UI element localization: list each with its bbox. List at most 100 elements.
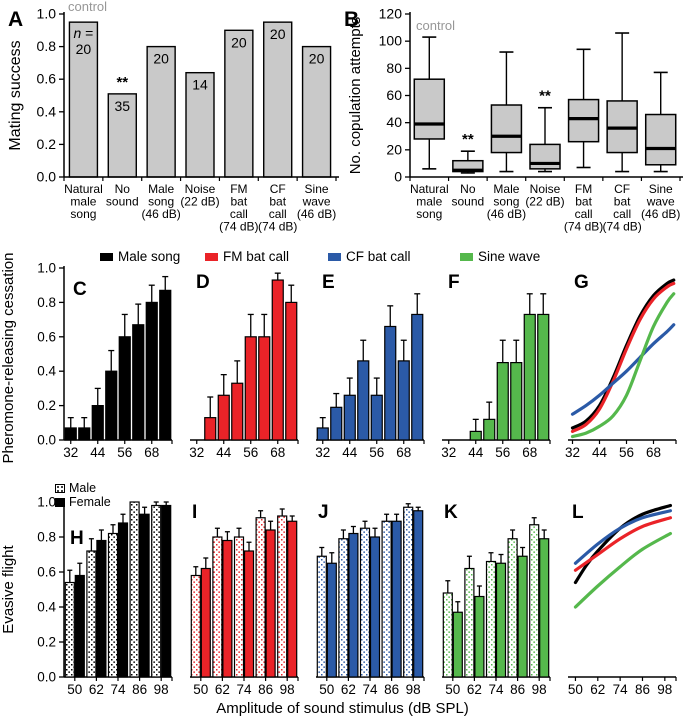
svg-text:56: 56: [495, 445, 510, 460]
svg-text:20: 20: [386, 141, 402, 157]
svg-text:0.0: 0.0: [37, 433, 56, 448]
svg-text:I: I: [192, 502, 197, 523]
svg-text:control: control: [68, 0, 107, 14]
svg-text:74: 74: [488, 682, 504, 697]
svg-text:50: 50: [445, 682, 460, 697]
sex-legend-row-male: Male: [55, 482, 111, 495]
svg-text:20: 20: [76, 41, 92, 57]
svg-text:(74 dB): (74 dB): [258, 220, 297, 234]
legend-item-label: Male song: [118, 249, 181, 264]
svg-text:32: 32: [189, 445, 204, 460]
svg-text:bat: bat: [231, 195, 248, 209]
svg-text:56: 56: [243, 445, 258, 460]
svg-text:14: 14: [192, 77, 208, 93]
legend-item-label: CF bat call: [346, 249, 411, 264]
svg-text:**: **: [116, 74, 128, 91]
panel-f: 32 44 56 68 F: [441, 272, 551, 460]
svg-text:50: 50: [319, 682, 334, 697]
svg-text:CF: CF: [614, 182, 630, 196]
panel-i: 50 62 74 86 98 I: [190, 502, 299, 697]
svg-text:n =: n =: [73, 25, 93, 41]
legend-item-cf-bat-call: CF bat call: [328, 249, 411, 264]
svg-text:(74 dB): (74 dB): [564, 220, 603, 234]
male-pattern-chip: [55, 484, 65, 493]
svg-text:86: 86: [258, 682, 273, 697]
svg-text:(74 dB): (74 dB): [602, 220, 641, 234]
svg-text:20: 20: [153, 51, 169, 67]
svg-text:1.0: 1.0: [37, 495, 56, 510]
svg-text:44: 44: [468, 445, 484, 460]
legend-item-fm-bat-call: FM bat call: [205, 249, 289, 264]
svg-text:86: 86: [635, 682, 650, 697]
panel-b: 0 20 40 60 80 100 120 B control No. copulation at…: [344, 6, 683, 234]
svg-text:song: song: [416, 207, 442, 221]
svg-text:Sine: Sine: [305, 182, 329, 196]
legend-item-label: Sine wave: [478, 249, 541, 264]
svg-text:Natural: Natural: [410, 182, 449, 196]
svg-text:(46 dB): (46 dB): [141, 207, 180, 221]
svg-text:(46 dB): (46 dB): [641, 207, 680, 221]
svg-text:98: 98: [406, 682, 421, 697]
sex-legend-label: Female: [69, 495, 111, 509]
svg-text:44: 44: [90, 445, 106, 460]
svg-text:86: 86: [510, 682, 525, 697]
svg-text:32: 32: [565, 445, 580, 460]
svg-text:bat: bat: [269, 195, 286, 209]
legend-color-chip: [460, 252, 473, 261]
legend-item-label: FM bat call: [223, 249, 290, 264]
panel-c: 32 44 56 68 C: [63, 275, 173, 460]
svg-text:H: H: [70, 528, 84, 549]
svg-text:0.0: 0.0: [37, 169, 57, 185]
svg-text:98: 98: [532, 682, 547, 697]
svg-text:No: No: [115, 182, 131, 196]
panels-h-to-l-evasive-flight-row: Evasive flight 0.0 0.2 0.4 0.6 0.8 1.0 50 62 74 86…: [0, 495, 677, 697]
svg-text:Noise: Noise: [530, 182, 561, 196]
svg-text:0: 0: [394, 169, 402, 185]
svg-text:song: song: [148, 195, 174, 209]
svg-text:68: 68: [144, 445, 159, 460]
svg-text:20: 20: [270, 26, 286, 42]
svg-text:32: 32: [315, 445, 330, 460]
svg-text:Evasive flight: Evasive flight: [0, 544, 17, 633]
svg-text:68: 68: [270, 445, 285, 460]
svg-text:56: 56: [117, 445, 132, 460]
svg-text:44: 44: [592, 445, 608, 460]
svg-text:74: 74: [236, 682, 252, 697]
svg-text:B: B: [344, 8, 359, 31]
legend-color-chip: [328, 252, 341, 261]
legend-color-chip: [100, 252, 113, 261]
panel-g: 32 44 56 68 G: [565, 272, 677, 460]
svg-text:0.2: 0.2: [37, 136, 57, 152]
svg-text:0.8: 0.8: [37, 295, 56, 310]
panel-k: 50 62 74 86 98 K: [442, 502, 551, 697]
svg-text:Natural: Natural: [64, 182, 103, 196]
svg-text:35: 35: [114, 98, 130, 114]
svg-text:74: 74: [362, 682, 378, 697]
svg-text:68: 68: [646, 445, 661, 460]
panel-e: 32 44 56 68 E: [315, 272, 425, 460]
svg-text:32: 32: [441, 445, 456, 460]
svg-text:(46 dB): (46 dB): [487, 207, 526, 221]
svg-text:98: 98: [280, 682, 295, 697]
svg-text:56: 56: [369, 445, 384, 460]
svg-text:62: 62: [590, 682, 605, 697]
svg-text:62: 62: [467, 682, 482, 697]
svg-text:Male: Male: [148, 182, 174, 196]
svg-text:1.0: 1.0: [37, 261, 56, 276]
svg-text:song: song: [70, 207, 96, 221]
svg-text:G: G: [574, 272, 589, 293]
svg-text:0.8: 0.8: [37, 38, 57, 54]
svg-text:20: 20: [309, 51, 325, 67]
svg-text:50: 50: [568, 682, 583, 697]
svg-text:120: 120: [379, 6, 403, 22]
svg-text:98: 98: [657, 682, 672, 697]
svg-text:68: 68: [396, 445, 411, 460]
svg-text:sound: sound: [452, 195, 485, 209]
svg-text:sound: sound: [106, 195, 139, 209]
legend-item-male-song: Male song: [100, 249, 180, 264]
svg-text:song: song: [493, 195, 519, 209]
svg-text:40: 40: [386, 114, 402, 130]
svg-text:(46 dB): (46 dB): [297, 207, 336, 221]
